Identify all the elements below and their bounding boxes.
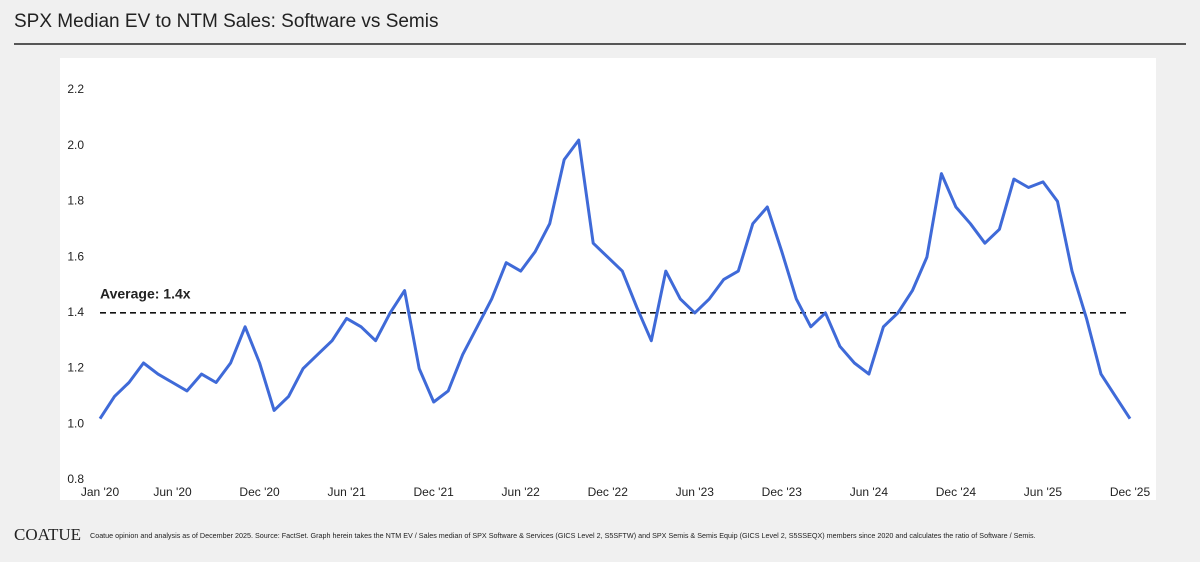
y-tick-label: 2.0	[67, 138, 84, 152]
x-tick-label: Jun '21	[327, 485, 366, 499]
x-tick-label: Jan '20	[81, 485, 120, 499]
x-tick-label: Jun '20	[153, 485, 192, 499]
x-tick-label: Dec '24	[936, 485, 977, 499]
x-tick-label: Dec '21	[414, 485, 455, 499]
x-tick-label: Dec '20	[239, 485, 280, 499]
data-line	[98, 138, 1132, 420]
y-tick-label: 1.4	[67, 305, 84, 319]
brand: COATUE	[14, 525, 81, 544]
footnote: Coatue opinion and analysis as of Decemb…	[90, 531, 1036, 540]
y-tick-label: 1.0	[67, 416, 84, 430]
y-tick-label: 1.8	[67, 194, 84, 208]
x-tick-label: Dec '23	[762, 485, 803, 499]
average-label: Average: 1.4x	[100, 286, 191, 302]
chart-title: SPX Median EV to NTM Sales: Software vs …	[14, 11, 439, 32]
x-tick-label: Jun '24	[850, 485, 889, 499]
x-tick-label: Jun '23	[676, 485, 715, 499]
x-tick-label: Dec '22	[588, 485, 629, 499]
y-tick-label: 0.8	[67, 472, 84, 486]
x-tick-label: Dec '25	[1110, 485, 1151, 499]
plot-panel	[60, 58, 1156, 500]
y-tick-label: 1.6	[67, 249, 84, 263]
y-tick-label: 2.2	[67, 82, 84, 96]
x-tick-label: Jun '22	[502, 485, 541, 499]
y-tick-label: 1.2	[67, 361, 84, 375]
x-tick-label: Jun '25	[1024, 485, 1063, 499]
